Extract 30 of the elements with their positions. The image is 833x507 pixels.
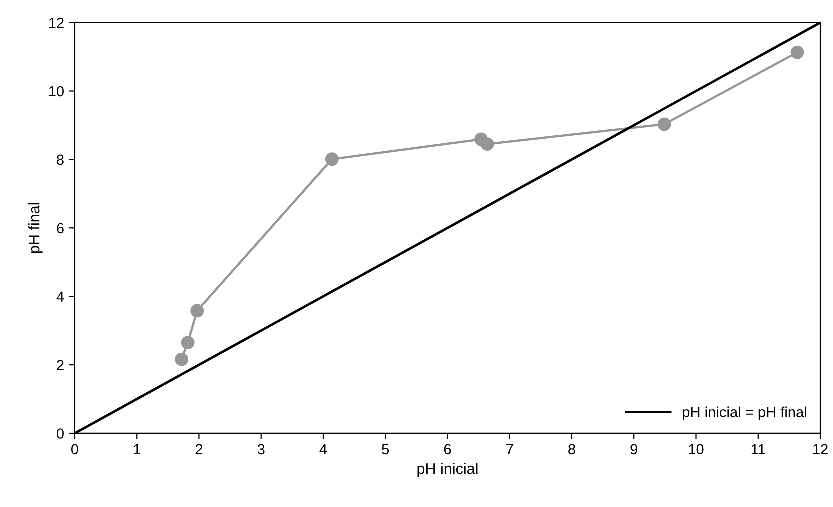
- y-tick-label: 12: [49, 18, 64, 28]
- point: [175, 352, 189, 366]
- x-tick-label: 4: [320, 444, 328, 454]
- y-axis-title: pH final: [28, 203, 43, 254]
- x-tick-label: 6: [444, 444, 452, 455]
- y-tick-label: 0: [57, 428, 64, 439]
- x-tick-label: 9: [630, 444, 638, 455]
- x-tick-label: 11: [752, 444, 766, 454]
- legend-label: pH inicial = pH final: [683, 406, 806, 420]
- y-tick-label: 6: [57, 223, 64, 234]
- point: [480, 138, 494, 152]
- y-tick-label: 8: [57, 154, 64, 166]
- point: [190, 304, 204, 318]
- x-tick-label: 7: [506, 444, 514, 454]
- y-tick-label: 10: [49, 86, 64, 97]
- x-tick-label: 5: [382, 444, 390, 455]
- point: [790, 46, 804, 60]
- point: [181, 336, 195, 350]
- x-tick-label: 3: [258, 444, 265, 455]
- x-tick-label: 10: [689, 444, 704, 455]
- x-tick-label: 8: [568, 444, 576, 455]
- point: [658, 118, 672, 132]
- x-tick-label: 0: [71, 444, 78, 455]
- x-axis-title: pH inicial: [418, 463, 478, 478]
- point: [325, 152, 339, 166]
- y-tick-label: 2: [57, 360, 64, 370]
- x-tick-label: 1: [134, 444, 140, 454]
- y-tick-label: 4: [56, 292, 64, 302]
- x-tick-label: 12: [814, 444, 828, 454]
- x-tick-label: 2: [196, 444, 203, 454]
